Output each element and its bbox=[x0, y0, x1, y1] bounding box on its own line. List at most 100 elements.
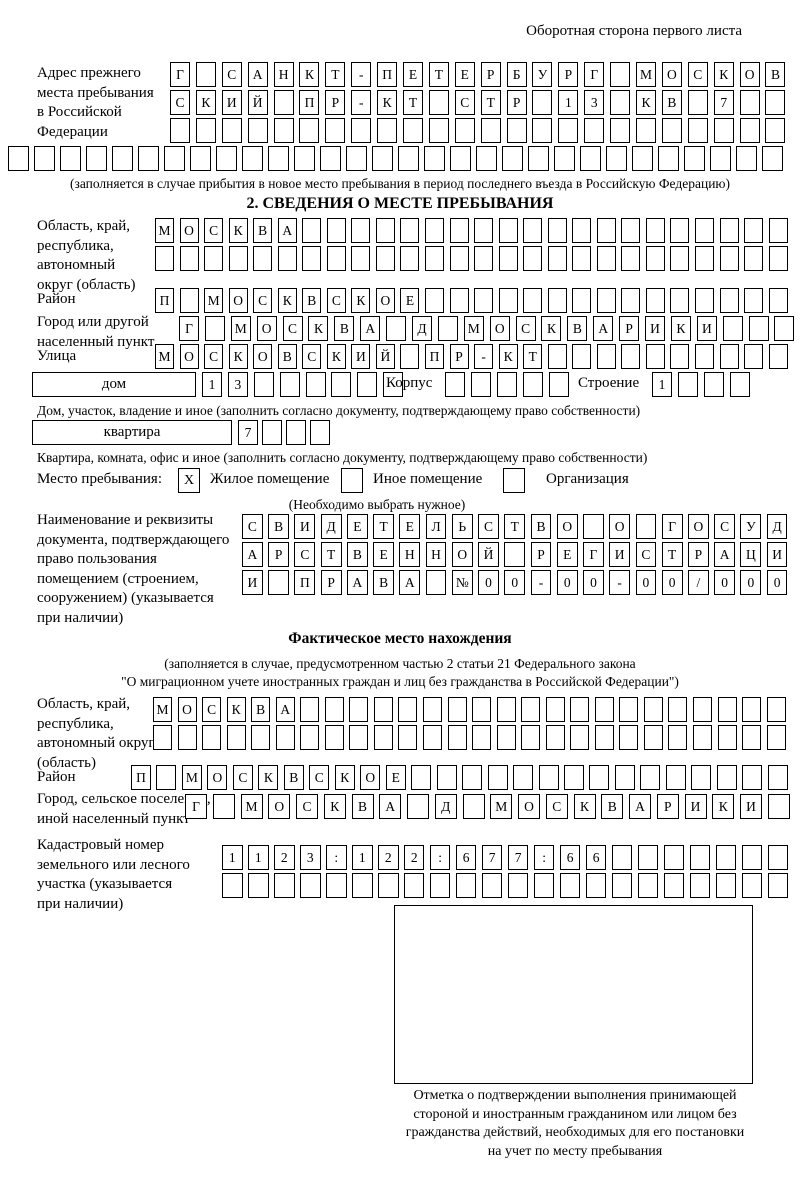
char-box bbox=[310, 420, 330, 445]
char-box: В bbox=[334, 316, 355, 341]
char-box bbox=[668, 725, 688, 750]
char-box: О bbox=[489, 316, 510, 341]
char-box bbox=[563, 765, 584, 790]
char-box: 2 bbox=[273, 845, 295, 870]
char-box: К bbox=[195, 90, 216, 115]
char-box bbox=[554, 146, 575, 171]
char-box: Д bbox=[412, 316, 433, 341]
char-box bbox=[695, 218, 715, 243]
char-box bbox=[372, 146, 393, 171]
char-box: Т bbox=[320, 542, 342, 567]
char-box bbox=[572, 288, 592, 313]
char-box bbox=[606, 146, 627, 171]
char-box bbox=[506, 118, 527, 143]
prev-address-label: Адрес прежнего места пребывания в Россий… bbox=[37, 65, 154, 140]
char-box: 0 bbox=[661, 570, 683, 595]
char-box: С bbox=[294, 542, 316, 567]
char-box bbox=[325, 873, 347, 898]
char-box: Д bbox=[320, 514, 342, 539]
char-box bbox=[202, 725, 222, 750]
char-box: П bbox=[131, 765, 151, 790]
char-box bbox=[60, 146, 81, 171]
char-box bbox=[86, 146, 107, 171]
char-box: П bbox=[294, 570, 316, 595]
char-box bbox=[610, 118, 631, 143]
char-box bbox=[691, 765, 712, 790]
street-label: Улица bbox=[37, 348, 77, 364]
char-box: Л bbox=[425, 514, 447, 539]
char-box bbox=[522, 372, 543, 397]
char-box bbox=[744, 344, 764, 369]
char-box: Н bbox=[273, 62, 294, 87]
char-box bbox=[572, 218, 592, 243]
char-box: Т bbox=[403, 90, 424, 115]
char-box bbox=[547, 344, 567, 369]
char-box bbox=[275, 725, 295, 750]
char-box bbox=[268, 146, 289, 171]
char-box bbox=[739, 118, 760, 143]
char-box bbox=[744, 246, 764, 271]
char-box bbox=[383, 372, 404, 397]
char-box bbox=[742, 725, 762, 750]
char-box bbox=[538, 765, 559, 790]
char-box bbox=[305, 372, 326, 397]
char-box bbox=[523, 218, 543, 243]
char-box bbox=[547, 218, 567, 243]
char-box: Е bbox=[346, 514, 368, 539]
char-box bbox=[447, 697, 467, 722]
char-box bbox=[719, 344, 739, 369]
char-box: В bbox=[373, 570, 394, 595]
char-box bbox=[689, 845, 711, 870]
region-label: Область, край, республика, автономный ок… bbox=[37, 218, 136, 293]
char-box bbox=[112, 146, 133, 171]
back-side-note: Оборотная сторона первого листа bbox=[526, 23, 742, 39]
char-box: К bbox=[351, 288, 371, 313]
char-box: С bbox=[232, 765, 253, 790]
char-box: К bbox=[573, 794, 596, 819]
char-box bbox=[715, 873, 737, 898]
char-box: И bbox=[221, 90, 242, 115]
document-label: Наименование и реквизиты документа, подт… bbox=[37, 512, 230, 626]
char-box bbox=[689, 873, 711, 898]
char-box bbox=[403, 118, 424, 143]
char-box bbox=[645, 218, 665, 243]
char-box bbox=[153, 725, 172, 750]
char-box: П bbox=[299, 90, 320, 115]
char-box bbox=[741, 873, 763, 898]
char-box bbox=[403, 873, 425, 898]
actual-location-caption-1: (заполняется в случае, предусмотренном ч… bbox=[164, 656, 636, 671]
char-box: К bbox=[277, 288, 297, 313]
char-box: С bbox=[714, 514, 736, 539]
char-box bbox=[454, 118, 475, 143]
char-box bbox=[717, 725, 737, 750]
char-box: Е bbox=[385, 765, 406, 790]
char-box bbox=[273, 90, 294, 115]
char-box: О bbox=[179, 218, 199, 243]
char-box: О bbox=[739, 62, 760, 87]
char-box bbox=[670, 288, 690, 313]
char-box: В bbox=[601, 794, 624, 819]
char-box bbox=[277, 246, 297, 271]
prev-address-row-3 bbox=[170, 118, 786, 143]
char-box: 1 bbox=[202, 372, 222, 397]
char-box: 1 bbox=[222, 845, 243, 870]
char-box: К bbox=[258, 765, 279, 790]
char-box: Й bbox=[375, 344, 395, 369]
char-box bbox=[619, 725, 639, 750]
char-box: Ь bbox=[451, 514, 473, 539]
char-box bbox=[428, 118, 449, 143]
char-box bbox=[768, 218, 788, 243]
char-box bbox=[351, 118, 372, 143]
char-box bbox=[377, 118, 398, 143]
char-box: И bbox=[696, 316, 717, 341]
char-box: 7 bbox=[713, 90, 734, 115]
char-box: В bbox=[346, 542, 368, 567]
char-box bbox=[425, 570, 447, 595]
char-box: К bbox=[377, 90, 398, 115]
char-box bbox=[665, 765, 686, 790]
char-box bbox=[645, 246, 665, 271]
